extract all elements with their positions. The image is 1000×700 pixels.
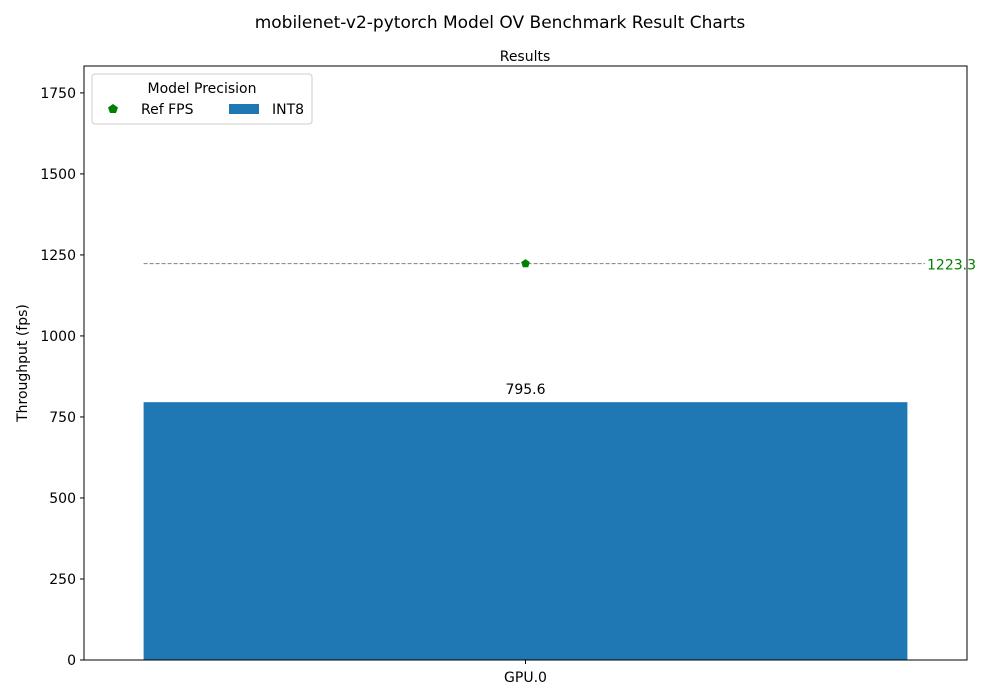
ref-fps-marker [521, 259, 530, 268]
legend-int8-swatch [229, 104, 259, 114]
legend-ref-fps-marker [108, 104, 118, 113]
y-axis-label: Throughput (fps) [15, 304, 31, 423]
y-tick-label: 1000 [40, 329, 76, 345]
y-tick-label: 1750 [40, 86, 76, 102]
y-tick-label: 250 [49, 572, 76, 588]
plot-frame [83, 65, 968, 661]
y-tick-label: 0 [67, 653, 76, 669]
ref-fps-label: 1223.3 [927, 258, 976, 274]
legend: Model Precision Ref FPS INT8 [91, 73, 313, 125]
legend-ref-fps-label: Ref FPS [141, 102, 194, 118]
legend-int8-label: INT8 [272, 102, 304, 118]
bar-GPU.0 [143, 402, 908, 660]
bar-data-label: 795.6 [505, 382, 545, 398]
chart-title: Results [500, 49, 551, 65]
y-tick-label: 750 [49, 410, 76, 426]
legend-title: Model Precision [148, 81, 257, 97]
y-tick-label: 500 [49, 491, 76, 507]
x-tick-label: GPU.0 [504, 670, 547, 686]
chart-suptitle: mobilenet-v2-pytorch Model OV Benchmark … [255, 13, 746, 33]
y-tick-label: 1500 [40, 167, 76, 183]
y-tick-label: 1250 [40, 248, 76, 264]
